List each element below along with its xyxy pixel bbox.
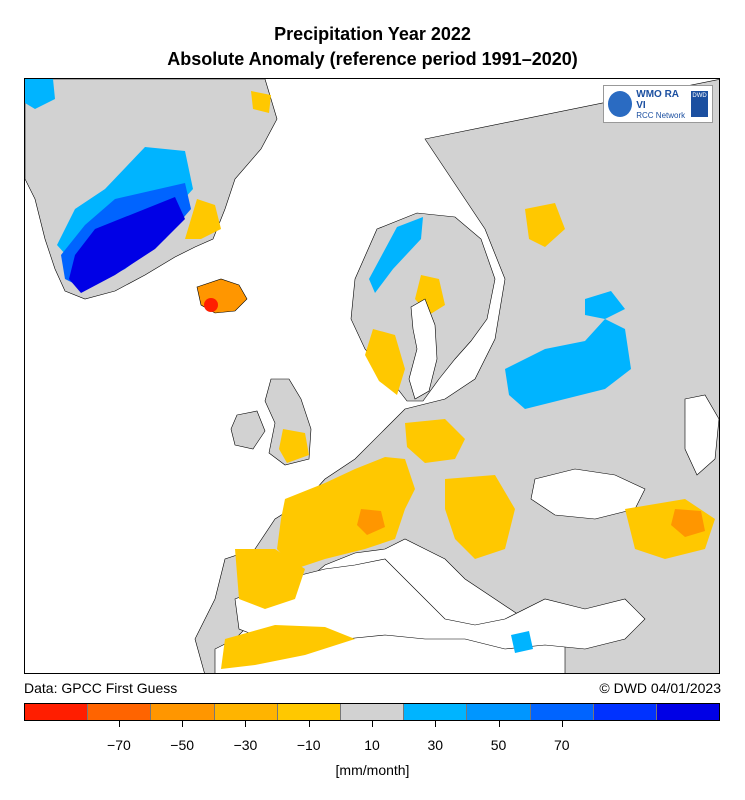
eastern-europe-anomaly-blue	[505, 319, 631, 409]
colorbar-tick-label: −50	[170, 737, 195, 753]
colorbar-tick	[245, 721, 247, 727]
colorbar-bin	[88, 704, 152, 720]
north-africa-anomaly-orange	[221, 625, 355, 669]
russia-anomaly-orange	[525, 203, 565, 247]
anomaly-map: WMO RA VI RCC Network DWD	[24, 78, 720, 674]
greenland-anomaly-blue-max	[69, 197, 185, 293]
logo-network: RCC Network	[636, 110, 686, 120]
russia-anomaly-blue-north	[585, 291, 625, 319]
colorbar-tick	[308, 721, 310, 727]
colorbar-bin	[530, 704, 594, 720]
svalbard-anomaly	[251, 91, 271, 113]
colorbar-unit: [mm/month]	[335, 762, 410, 778]
colorbar-bin	[277, 704, 341, 720]
greenland-anomaly-orange	[185, 199, 221, 239]
colorbar-bin	[151, 704, 215, 720]
map-title: Precipitation Year 2022	[274, 24, 471, 44]
map-subtitle: Absolute Anomaly (reference period 1991–…	[167, 49, 578, 69]
data-source-label: Data: GPCC First Guess	[24, 680, 178, 696]
colorbar-tick-label: 70	[554, 737, 570, 753]
colorbar-bin	[340, 704, 405, 720]
wmo-emblem-icon	[608, 91, 633, 117]
colorbar-tick-label: 30	[427, 737, 444, 753]
colorbar-bin	[593, 704, 657, 720]
iberia-anomaly-orange	[235, 549, 305, 609]
scandinavia-anomaly-blue	[369, 217, 423, 293]
colorbar-bin	[656, 704, 720, 720]
colorbar-tick-label: 10	[364, 737, 380, 753]
balkans-anomaly-orange	[445, 475, 515, 559]
map-canvas	[25, 79, 719, 673]
colorbar-tick	[498, 721, 500, 727]
colorbar-tick-label: −10	[296, 737, 321, 753]
west-europe-anomaly-orange	[277, 457, 415, 569]
colorbar-tick	[118, 721, 120, 727]
colorbar-tick	[561, 721, 563, 727]
colorbar-bin	[467, 704, 531, 720]
colorbar-tick	[182, 721, 184, 727]
north-africa-anomaly-blue	[511, 631, 533, 653]
iceland-anomaly-red	[204, 298, 218, 312]
arctic-anomaly-blue	[25, 79, 55, 109]
colorbar-bin	[404, 704, 468, 720]
colorbar-tick-label: 50	[490, 737, 507, 753]
colorbar	[24, 703, 720, 721]
colorbar-tick-label: −70	[107, 737, 131, 753]
colorbar-tick	[435, 721, 437, 727]
britain-anomaly-orange	[279, 429, 309, 463]
caspian-sea	[684, 394, 719, 476]
baltic-sea	[408, 298, 438, 400]
turkey-anomaly-orange-strong	[671, 509, 705, 537]
central-europe-anomaly-orange	[405, 419, 465, 463]
scandinavia-anomaly-orange	[365, 329, 405, 395]
colorbar-tick-label: −30	[233, 737, 258, 753]
colorbar-tick	[372, 721, 373, 727]
colorbar-bin	[25, 704, 89, 720]
logo-name: WMO RA VI	[636, 88, 679, 111]
south-france-anomaly-orange-strong	[357, 509, 385, 535]
ireland	[230, 410, 266, 450]
copyright-label: © DWD 04/01/2023	[599, 680, 721, 696]
colorbar-bin	[214, 704, 278, 720]
wmo-logo: WMO RA VI RCC Network DWD	[603, 85, 713, 123]
dwd-logo-icon: DWD	[691, 91, 708, 117]
